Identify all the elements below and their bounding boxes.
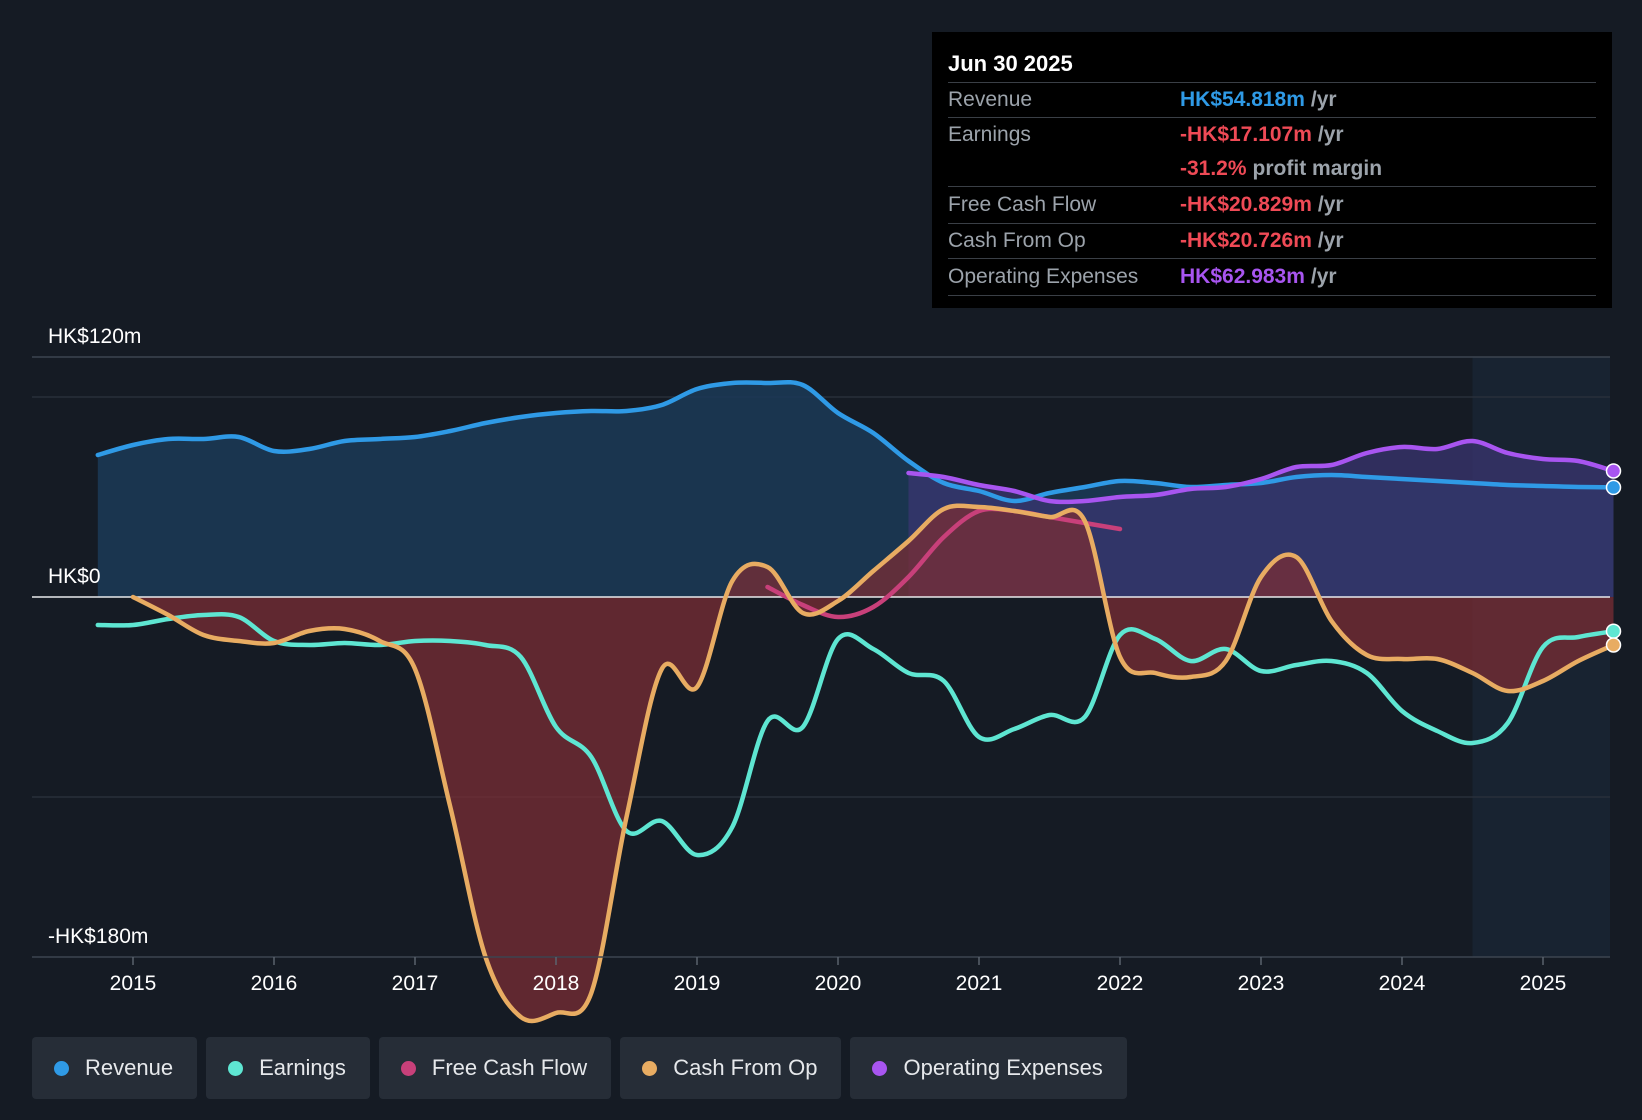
tooltip: Jun 30 2025 Revenue HK$54.818m/yr Earnings… bbox=[932, 32, 1612, 308]
x-axis: 2015 2016 2017 2018 2019 2020 2021 2022 2023 2024… bbox=[32, 956, 1610, 995]
tooltip-row: Operating Expenses HK$62.983m/yr bbox=[948, 259, 1596, 296]
legend-item[interactable]: Revenue bbox=[32, 1037, 198, 1099]
cash-from-op-line bbox=[130, 503, 1616, 1024]
tooltip-value: -HK$17.107m bbox=[1180, 123, 1312, 146]
tooltip-unit: /yr bbox=[1317, 229, 1344, 252]
legend-label: Revenue bbox=[85, 1055, 174, 1080]
legend-dot-icon bbox=[872, 1060, 888, 1076]
y-tick-label: HK$120m bbox=[48, 325, 141, 348]
tooltip-row: Free Cash Flow -HK$20.829m/yr bbox=[948, 187, 1596, 224]
earnings-line bbox=[95, 612, 1616, 858]
x-tick-label: 2022 bbox=[1097, 972, 1144, 995]
series-lines bbox=[95, 379, 1616, 1024]
legend-dot-icon bbox=[54, 1060, 69, 1076]
x-tick-label: 2018 bbox=[533, 972, 580, 995]
x-tick-label: 2017 bbox=[392, 972, 439, 995]
tooltip-label: Free Cash Flow bbox=[948, 193, 1097, 216]
legend-item[interactable]: Earnings bbox=[206, 1037, 370, 1099]
operating-expenses-endpoint[interactable] bbox=[1605, 463, 1622, 479]
y-tick-label: HK$0 bbox=[48, 565, 101, 588]
tooltip-unit: profit margin bbox=[1252, 157, 1383, 180]
x-tick-label: 2015 bbox=[110, 972, 157, 995]
y-tick-label: -HK$180m bbox=[48, 925, 148, 948]
tooltip-date: Jun 30 2025 bbox=[948, 46, 1596, 83]
legend-label: Free Cash Flow bbox=[431, 1055, 588, 1080]
series-endpoints bbox=[1605, 463, 1622, 653]
cash-from-op-area bbox=[133, 505, 1614, 1021]
earnings-endpoint[interactable] bbox=[1605, 623, 1622, 639]
legend-item[interactable]: Free Cash Flow bbox=[378, 1037, 612, 1099]
legend-dot-icon bbox=[642, 1060, 658, 1076]
legend-dot-icon bbox=[400, 1060, 416, 1076]
tooltip-label: Revenue bbox=[948, 88, 1033, 111]
x-tick-label: 2021 bbox=[956, 972, 1003, 995]
legend-item[interactable]: Cash From Op bbox=[620, 1037, 842, 1099]
legend-dot-icon bbox=[228, 1060, 244, 1076]
x-tick-label: 2016 bbox=[251, 972, 298, 995]
tooltip-row: -31.2% profit margin bbox=[948, 152, 1596, 187]
legend-label: Cash From Op bbox=[673, 1055, 818, 1080]
tooltip-value: HK$54.818m bbox=[1180, 88, 1305, 111]
x-tick-label: 2025 bbox=[1520, 972, 1567, 995]
tooltip-unit: /yr bbox=[1310, 88, 1337, 111]
tooltip-rows: Revenue HK$54.818m/yr Earnings -HK$17.107m /… bbox=[948, 83, 1596, 296]
legend-label: Earnings bbox=[259, 1055, 346, 1080]
tooltip-unit: /yr bbox=[1317, 123, 1344, 146]
x-tick-label: 2023 bbox=[1238, 972, 1285, 995]
operating-expenses-line bbox=[906, 438, 1616, 505]
tooltip-unit: /yr bbox=[1317, 193, 1344, 216]
free-cash-flow-line bbox=[765, 506, 1123, 620]
tooltip-label: Earnings bbox=[948, 123, 1031, 146]
tooltip-unit: /yr bbox=[1310, 265, 1337, 288]
x-tick-label: 2019 bbox=[674, 972, 721, 995]
tooltip-label: Operating Expenses bbox=[948, 265, 1139, 288]
tooltip-value: -HK$20.726m bbox=[1180, 229, 1312, 252]
tooltip-value: -31.2% bbox=[1180, 157, 1247, 180]
legend: Revenue Earnings Free Cash Flow Cash From O… bbox=[32, 1037, 1127, 1099]
x-tick-label: 2024 bbox=[1379, 972, 1426, 995]
cash-from-op-endpoint[interactable] bbox=[1605, 637, 1622, 653]
legend-item[interactable]: Operating Expenses bbox=[850, 1037, 1127, 1099]
tooltip-row: Earnings -HK$17.107m/yr bbox=[948, 118, 1596, 152]
tooltip-value: -HK$20.829m bbox=[1180, 193, 1312, 216]
tooltip-row: Cash From Op -HK$20.726m/yr bbox=[948, 224, 1596, 259]
legend-label: Operating Expenses bbox=[903, 1055, 1103, 1080]
y-axis: HK$120m HK$0 -HK$180m bbox=[48, 325, 148, 948]
revenue-line bbox=[95, 379, 1616, 504]
tooltip-label: Cash From Op bbox=[948, 229, 1086, 252]
tooltip-row: Revenue HK$54.818m/yr bbox=[948, 83, 1596, 118]
tooltip-value: HK$62.983m bbox=[1180, 265, 1305, 288]
revenue-endpoint[interactable] bbox=[1605, 479, 1622, 496]
x-tick-label: 2020 bbox=[815, 972, 862, 995]
